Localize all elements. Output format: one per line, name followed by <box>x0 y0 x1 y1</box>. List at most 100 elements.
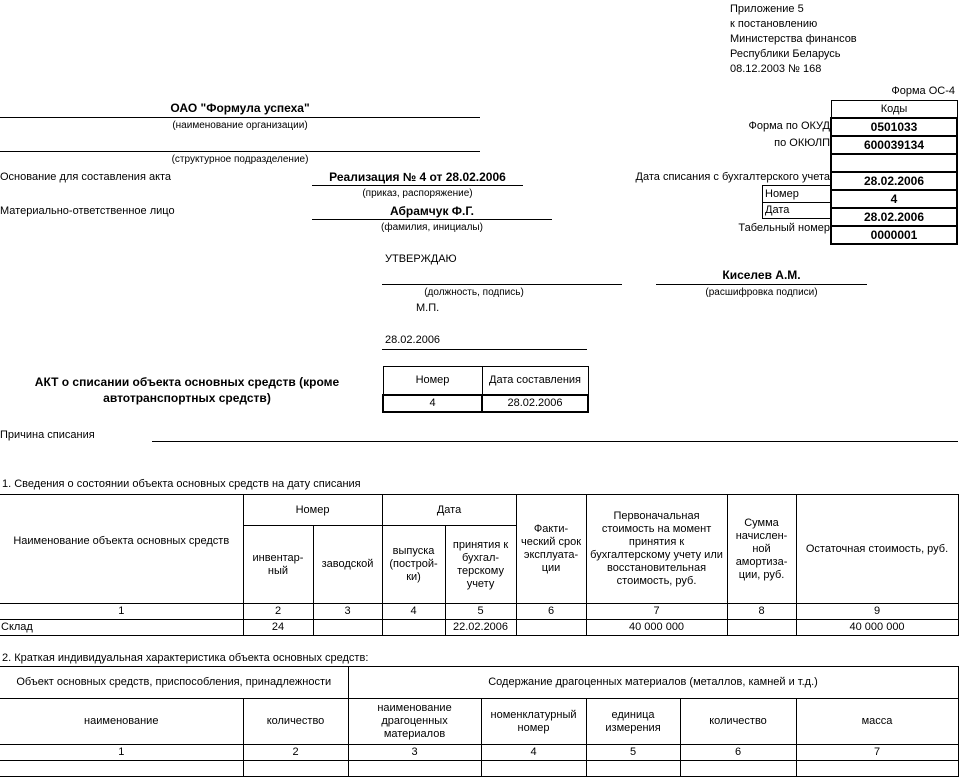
hdr-residual: Остаточная стоимость, руб. <box>795 494 959 604</box>
act-number: 4 <box>382 393 483 413</box>
act-title-line: автотранспортных средств) <box>103 391 271 405</box>
hdr-factory: заводской <box>312 525 383 604</box>
codes-table: Коды 0501033 600039134 28.02.2006 4 28.0… <box>830 100 958 245</box>
number-label: Номер <box>762 185 832 203</box>
act-number-header: Номер <box>382 366 483 395</box>
act-title: АКТ о списании объекта основных средств … <box>0 374 374 406</box>
section1-table: Наименование объекта основных средств Но… <box>0 494 959 636</box>
hdr-qty: количество <box>242 698 349 745</box>
appendix-line: Министерства финансов <box>730 33 857 45</box>
hdr-name: Наименование объекта основных средств <box>0 494 244 604</box>
table-cell <box>679 760 797 777</box>
table-cell <box>242 760 349 777</box>
division-caption: (структурное подразделение) <box>171 154 309 165</box>
tab-value: 0000001 <box>830 225 958 245</box>
approve-date: 28.02.2006 <box>385 334 441 346</box>
hdr-number: Номер <box>242 494 383 526</box>
column-number: 4 <box>381 603 446 620</box>
hdr-nom: номенклатурный номер <box>480 698 587 745</box>
table-cell <box>585 760 681 777</box>
column-number: 2 <box>242 744 349 761</box>
column-number: 8 <box>726 603 797 620</box>
table-row: Склад 24 22.02.2006 40 000 000 40 000 000 <box>0 619 959 636</box>
hdr-content: Содержание драгоценных материалов (метал… <box>347 666 959 699</box>
table-cell <box>381 619 446 636</box>
approver-name: Киселев А.М. <box>722 268 801 282</box>
okud-value: 0501033 <box>830 117 958 137</box>
column-number: 1 <box>0 744 244 761</box>
table-cell <box>726 619 797 636</box>
basis-value: Реализация № 4 от 28.02.2006 <box>329 170 506 184</box>
hdr-accept: принятия к бухгал-терскому учету <box>444 525 517 604</box>
org-name: ОАО "Формула успеха" <box>170 101 310 115</box>
okulp-label: по ОКЮЛП <box>774 137 830 149</box>
column-number: 5 <box>585 744 681 761</box>
table-cell: Склад <box>0 619 244 636</box>
column-number: 9 <box>795 603 959 620</box>
column-number: 7 <box>585 603 728 620</box>
reason-label: Причина списания <box>0 429 95 441</box>
position-caption: (должность, подпись) <box>424 287 524 298</box>
table-cell <box>515 619 587 636</box>
hdr-object: Объект основных средств, приспособления,… <box>0 666 349 699</box>
column-number: 3 <box>347 744 482 761</box>
appendix-line: Республики Беларусь <box>730 48 841 60</box>
act-date-header: Дата составления <box>481 366 589 395</box>
appendix-line: 08.12.2003 № 168 <box>730 63 822 75</box>
hdr-initial: Первоначальная стоимость на момент приня… <box>585 494 728 604</box>
section2-title: 2. Краткая индивидуальная характеристика… <box>2 652 369 664</box>
act-title-line: АКТ о списании объекта основных средств … <box>34 375 340 389</box>
act-number-table: Номер Дата составления 4 28.02.2006 <box>382 366 589 413</box>
column-number: 7 <box>795 744 959 761</box>
writeoff-date-label: Дата списания с бухгалтерского учета <box>635 171 830 183</box>
okulp-value: 600039134 <box>830 135 958 155</box>
hdr-unit: единица измерения <box>585 698 681 745</box>
table-cell <box>347 760 482 777</box>
table-row <box>0 760 959 777</box>
column-number: 5 <box>444 603 517 620</box>
column-number: 2 <box>242 603 314 620</box>
table-cell <box>795 760 959 777</box>
hdr-inv: инвентар-ный <box>242 525 314 604</box>
hdr-name: наименование <box>0 698 244 745</box>
act-date: 28.02.2006 <box>481 393 589 413</box>
empty-code <box>830 153 958 173</box>
table-cell: 40 000 000 <box>585 619 728 636</box>
table-cell: 22.02.2006 <box>444 619 517 636</box>
column-number: 6 <box>679 744 797 761</box>
responsible-caption: (фамилия, инициалы) <box>381 222 483 233</box>
writeoff-date-value: 28.02.2006 <box>830 171 958 191</box>
table-cell: 40 000 000 <box>795 619 959 636</box>
table-cell <box>312 619 383 636</box>
codes-header: Коды <box>830 100 958 119</box>
section2-table: Объект основных средств, приспособления,… <box>0 666 959 777</box>
column-number: 6 <box>515 603 587 620</box>
column-number: 1 <box>0 603 244 620</box>
org-name-caption: (наименование организации) <box>172 120 308 131</box>
appendix-line: Приложение 5 <box>730 3 804 15</box>
appendix-line: к постановлению <box>730 18 818 30</box>
hdr-mass: масса <box>795 698 959 745</box>
table-cell: 24 <box>242 619 314 636</box>
basis-label: Основание для составления акта <box>0 171 172 183</box>
hdr-mat-name: наименование драгоценных материалов <box>347 698 482 745</box>
hdr-qty2: количество <box>679 698 797 745</box>
column-number: 4 <box>480 744 587 761</box>
table-cell <box>480 760 587 777</box>
date-value: 28.02.2006 <box>830 207 958 227</box>
basis-caption: (приказ, распоряжение) <box>362 188 473 199</box>
okud-label: Форма по ОКУД <box>748 120 831 132</box>
approve-label: УТВЕРЖДАЮ <box>385 253 457 265</box>
responsible-label: Материально-ответственное лицо <box>0 205 175 217</box>
tab-label: Табельный номер <box>738 222 830 234</box>
hdr-amort: Сумма начислен-ной амортиза-ции, руб. <box>726 494 797 604</box>
section1-title: 1. Сведения о состоянии объекта основных… <box>2 478 361 490</box>
table-cell <box>0 760 244 777</box>
hdr-date: Дата <box>381 494 517 526</box>
hdr-release: выпуска (построй-ки) <box>381 525 446 604</box>
appendix-block: Приложение 5 к постановлению Министерств… <box>730 2 857 77</box>
form-name: Форма ОС-4 <box>891 85 955 97</box>
hdr-term: Факти-ческий срок эксплуата-ции <box>515 494 587 604</box>
date-label: Дата <box>762 202 832 219</box>
